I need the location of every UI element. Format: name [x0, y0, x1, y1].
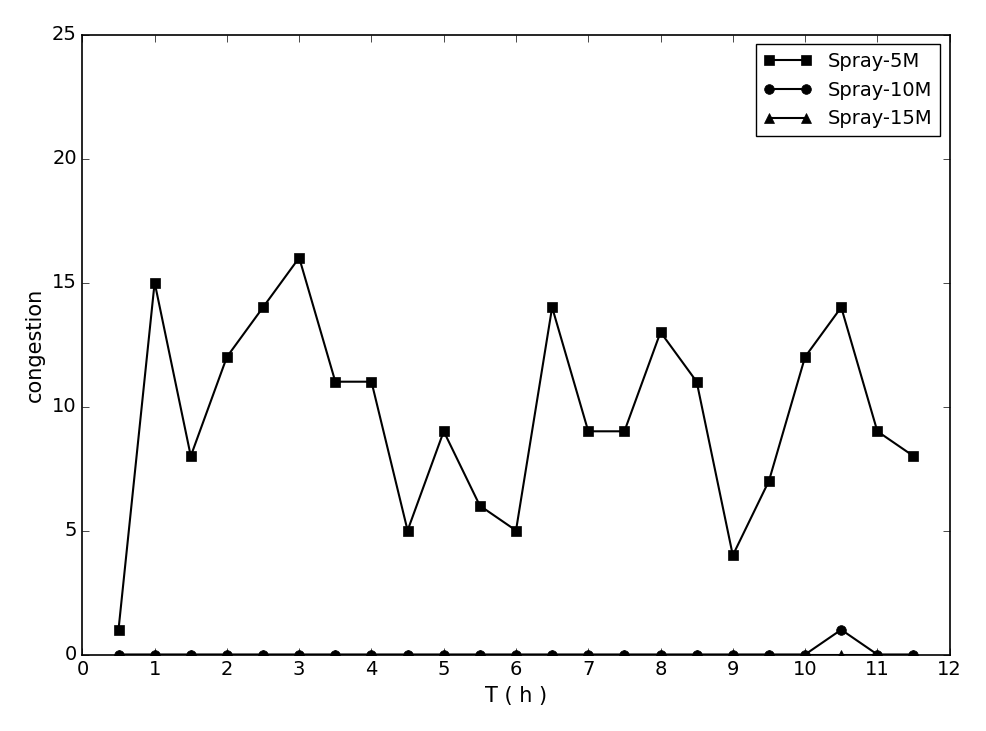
Spray-5M [293, 254, 305, 262]
Spray-5M [907, 452, 919, 461]
Spray-15M [438, 650, 450, 659]
Spray-5M [221, 352, 233, 361]
Spray-5M [726, 551, 738, 560]
Line: Spray-10M: Spray-10M [113, 625, 917, 659]
Spray-10M [871, 650, 882, 659]
Spray-5M [654, 327, 666, 336]
Spray-5M [149, 278, 161, 287]
Spray-10M [112, 650, 124, 659]
Spray-15M [799, 650, 810, 659]
Spray-5M [257, 303, 269, 311]
Spray-5M [184, 452, 196, 461]
Spray-10M [510, 650, 522, 659]
Spray-15M [690, 650, 702, 659]
Spray-15M [365, 650, 377, 659]
Spray-10M [582, 650, 594, 659]
Spray-10M [834, 625, 846, 634]
Line: Spray-15M: Spray-15M [113, 650, 917, 659]
Spray-15M [618, 650, 630, 659]
Spray-10M [293, 650, 305, 659]
Spray-15M [510, 650, 522, 659]
Spray-10M [654, 650, 666, 659]
Spray-5M [438, 427, 450, 436]
Spray-10M [149, 650, 161, 659]
Spray-15M [221, 650, 233, 659]
Spray-10M [545, 650, 557, 659]
Spray-15M [545, 650, 557, 659]
Spray-10M [365, 650, 377, 659]
Spray-15M [654, 650, 666, 659]
Spray-15M [401, 650, 413, 659]
Spray-10M [690, 650, 702, 659]
Spray-10M [184, 650, 196, 659]
Spray-5M [365, 377, 377, 386]
Spray-15M [112, 650, 124, 659]
Spray-15M [871, 650, 882, 659]
Spray-10M [726, 650, 738, 659]
Spray-5M [473, 501, 485, 510]
Line: Spray-5M: Spray-5M [113, 253, 917, 635]
Spray-15M [762, 650, 774, 659]
Spray-15M [329, 650, 341, 659]
Spray-5M [799, 352, 810, 361]
Spray-10M [907, 650, 919, 659]
Spray-10M [799, 650, 810, 659]
Spray-5M [762, 477, 774, 485]
Spray-10M [618, 650, 630, 659]
Spray-10M [221, 650, 233, 659]
Spray-5M [834, 303, 846, 311]
Spray-5M [510, 526, 522, 535]
Spray-5M [112, 625, 124, 634]
Spray-5M [401, 526, 413, 535]
Spray-15M [257, 650, 269, 659]
Spray-10M [329, 650, 341, 659]
Spray-10M [438, 650, 450, 659]
Spray-15M [907, 650, 919, 659]
Spray-10M [401, 650, 413, 659]
Spray-10M [762, 650, 774, 659]
Spray-15M [726, 650, 738, 659]
Spray-5M [582, 427, 594, 436]
Spray-15M [293, 650, 305, 659]
Spray-5M [329, 377, 341, 386]
Spray-5M [545, 303, 557, 311]
Spray-5M [618, 427, 630, 436]
Spray-15M [834, 650, 846, 659]
Spray-15M [473, 650, 485, 659]
X-axis label: T ( h ): T ( h ) [484, 686, 546, 706]
Spray-15M [184, 650, 196, 659]
Spray-10M [473, 650, 485, 659]
Y-axis label: congestion: congestion [25, 287, 45, 401]
Spray-5M [871, 427, 882, 436]
Spray-10M [257, 650, 269, 659]
Spray-15M [149, 650, 161, 659]
Spray-5M [690, 377, 702, 386]
Legend: Spray-5M, Spray-10M, Spray-15M: Spray-5M, Spray-10M, Spray-15M [755, 44, 939, 136]
Spray-15M [582, 650, 594, 659]
